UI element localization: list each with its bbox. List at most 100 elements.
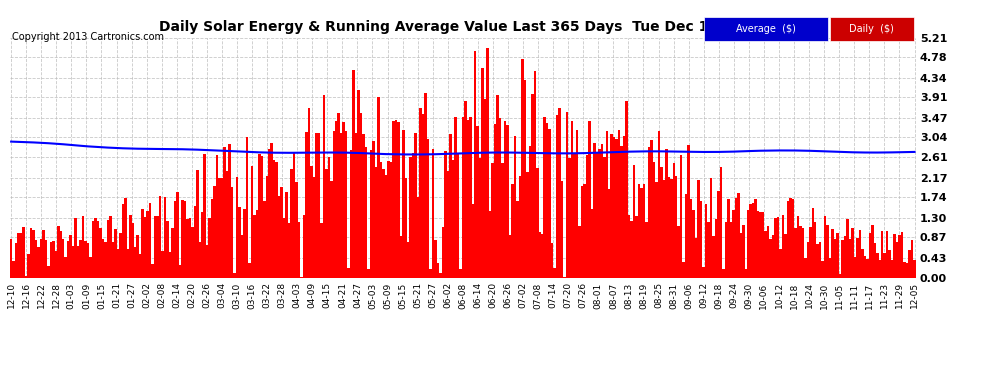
- Bar: [812, 209, 814, 278]
- Bar: [129, 215, 132, 278]
- Bar: [695, 237, 697, 278]
- Bar: [13, 261, 15, 278]
- Bar: [285, 192, 288, 278]
- Bar: [320, 223, 323, 278]
- Bar: [104, 242, 107, 278]
- Bar: [848, 239, 851, 278]
- Bar: [566, 112, 568, 278]
- Bar: [151, 264, 153, 278]
- Bar: [578, 226, 581, 278]
- Bar: [387, 161, 390, 278]
- Bar: [186, 219, 188, 278]
- Bar: [858, 230, 861, 278]
- Bar: [137, 236, 139, 278]
- Bar: [550, 243, 553, 278]
- Bar: [675, 177, 677, 278]
- Bar: [330, 181, 333, 278]
- Bar: [613, 137, 616, 278]
- Bar: [89, 256, 92, 278]
- Bar: [583, 184, 586, 278]
- Bar: [241, 236, 244, 278]
- Bar: [325, 169, 328, 278]
- Bar: [77, 246, 79, 278]
- Bar: [722, 269, 725, 278]
- Bar: [531, 94, 534, 278]
- Bar: [710, 178, 712, 278]
- Bar: [417, 197, 420, 278]
- Bar: [611, 134, 613, 278]
- Bar: [730, 222, 732, 278]
- Bar: [571, 122, 573, 278]
- Bar: [608, 189, 611, 278]
- Bar: [712, 236, 715, 278]
- Bar: [814, 222, 817, 278]
- Bar: [234, 273, 236, 278]
- Bar: [824, 216, 827, 278]
- Bar: [45, 240, 48, 278]
- Bar: [883, 253, 886, 278]
- Bar: [173, 201, 176, 278]
- Bar: [253, 215, 255, 278]
- Bar: [519, 176, 521, 278]
- Bar: [188, 218, 191, 278]
- Bar: [303, 215, 305, 278]
- Bar: [246, 137, 248, 278]
- Bar: [866, 259, 868, 278]
- Bar: [725, 222, 727, 278]
- Bar: [134, 248, 137, 278]
- Bar: [464, 100, 466, 278]
- Bar: [697, 180, 700, 278]
- Bar: [626, 101, 628, 278]
- Bar: [881, 231, 883, 278]
- Bar: [660, 167, 662, 278]
- Bar: [144, 217, 147, 278]
- Bar: [817, 244, 819, 278]
- Bar: [829, 258, 832, 278]
- Bar: [211, 199, 214, 278]
- Bar: [328, 157, 330, 278]
- Bar: [886, 231, 888, 278]
- Bar: [308, 108, 310, 278]
- Bar: [598, 149, 601, 278]
- Bar: [293, 152, 295, 278]
- Bar: [260, 156, 263, 278]
- Bar: [479, 159, 481, 278]
- Bar: [509, 235, 511, 278]
- Bar: [702, 267, 705, 278]
- Bar: [707, 222, 710, 278]
- Bar: [740, 233, 742, 278]
- Bar: [420, 108, 422, 278]
- Bar: [853, 257, 856, 278]
- Bar: [757, 211, 759, 278]
- Bar: [72, 246, 74, 278]
- Bar: [655, 182, 657, 278]
- Bar: [586, 154, 588, 278]
- Bar: [749, 204, 752, 278]
- Bar: [489, 210, 491, 278]
- Bar: [638, 184, 641, 278]
- Bar: [545, 123, 548, 278]
- Bar: [563, 277, 566, 278]
- Title: Daily Solar Energy & Running Average Value Last 365 Days  Tue Dec 10 08:02: Daily Solar Energy & Running Average Val…: [158, 20, 767, 33]
- Bar: [588, 120, 591, 278]
- Bar: [18, 233, 20, 278]
- Bar: [206, 245, 209, 278]
- Bar: [893, 234, 896, 278]
- Bar: [338, 113, 340, 278]
- Bar: [333, 131, 335, 278]
- Bar: [645, 222, 647, 278]
- Bar: [481, 69, 484, 278]
- Bar: [30, 228, 33, 278]
- Bar: [911, 240, 913, 278]
- Bar: [397, 122, 400, 278]
- Bar: [903, 262, 906, 278]
- Bar: [777, 217, 779, 278]
- Bar: [79, 240, 82, 278]
- Bar: [888, 250, 891, 278]
- Bar: [250, 166, 253, 278]
- Bar: [593, 143, 596, 278]
- Bar: [822, 261, 824, 278]
- Bar: [670, 179, 672, 278]
- Bar: [435, 240, 437, 278]
- Bar: [156, 216, 158, 278]
